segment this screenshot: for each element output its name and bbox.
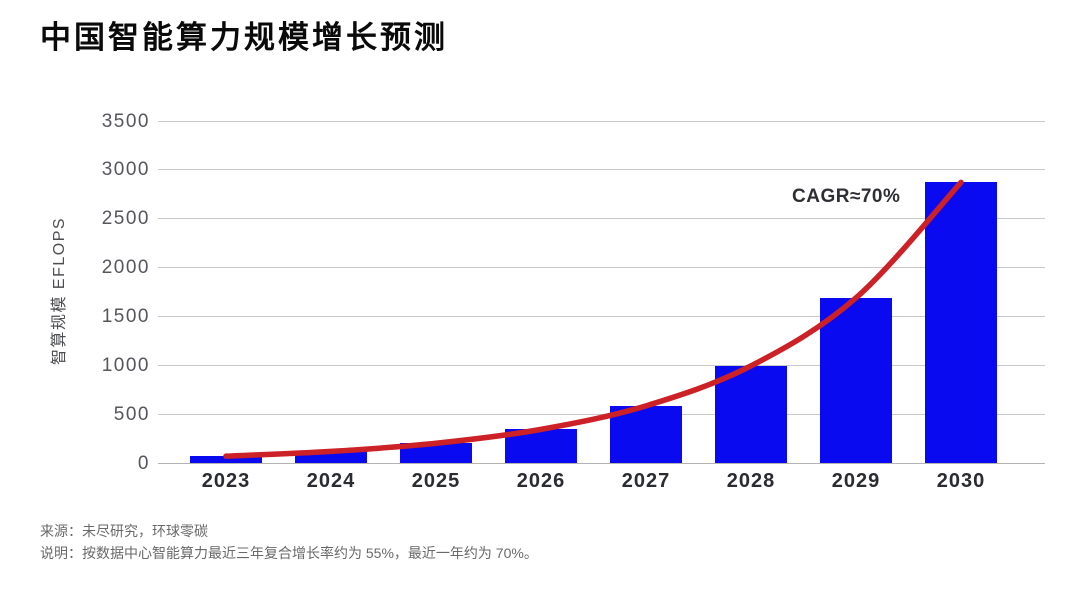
gridline-2500 xyxy=(158,218,1045,220)
bar-2027 xyxy=(610,405,682,463)
gridline-3000 xyxy=(158,169,1045,171)
gridline-1000 xyxy=(158,364,1045,366)
bar-2026 xyxy=(505,429,577,463)
bar-2023 xyxy=(190,456,262,463)
gridline-2000 xyxy=(158,267,1045,269)
gridline-0 xyxy=(158,462,1045,464)
gridline-3500 xyxy=(158,120,1045,122)
chart-title: 中国智能算力规模增长预测 xyxy=(40,20,448,55)
ytick-label-500: 500 xyxy=(113,403,150,425)
bar-2028 xyxy=(715,365,787,463)
gridline-500 xyxy=(158,413,1045,415)
bar-2025 xyxy=(400,443,472,463)
note-line: 说明：按数据中心智能算力最近三年复合增长率约为 55%，最近一年约为 70%。 xyxy=(40,545,538,561)
ytick-label-3000: 3000 xyxy=(101,159,150,181)
bar-2029 xyxy=(820,297,892,463)
ytick-label-2000: 2000 xyxy=(101,257,150,279)
xtick-label-2024: 2024 xyxy=(306,470,356,492)
xtick-label-2030: 2030 xyxy=(936,470,986,492)
source-line: 来源：未尽研究，环球零碳 xyxy=(40,523,208,539)
ytick-label-1500: 1500 xyxy=(101,305,150,327)
xtick-label-2028: 2028 xyxy=(726,470,776,492)
xtick-label-2023: 2023 xyxy=(201,470,251,492)
ytick-label-0: 0 xyxy=(137,452,150,474)
ytick-label-2500: 2500 xyxy=(101,208,150,230)
y-axis-title: 智算规模 EFLOPS xyxy=(51,216,68,366)
ytick-label-3500: 3500 xyxy=(101,110,150,132)
ytick-label-1000: 1000 xyxy=(101,354,150,376)
xtick-label-2027: 2027 xyxy=(621,470,671,492)
bar-2024 xyxy=(295,451,367,463)
xtick-label-2026: 2026 xyxy=(516,470,566,492)
xtick-label-2029: 2029 xyxy=(831,470,881,492)
bar-2030 xyxy=(925,182,997,463)
footer-notes: 来源：未尽研究，环球零碳 说明：按数据中心智能算力最近三年复合增长率约为 55%… xyxy=(40,520,538,564)
cagr-annotation: CAGR≈70% xyxy=(792,186,901,207)
xtick-label-2025: 2025 xyxy=(411,470,461,492)
gridline-1500 xyxy=(158,315,1045,317)
